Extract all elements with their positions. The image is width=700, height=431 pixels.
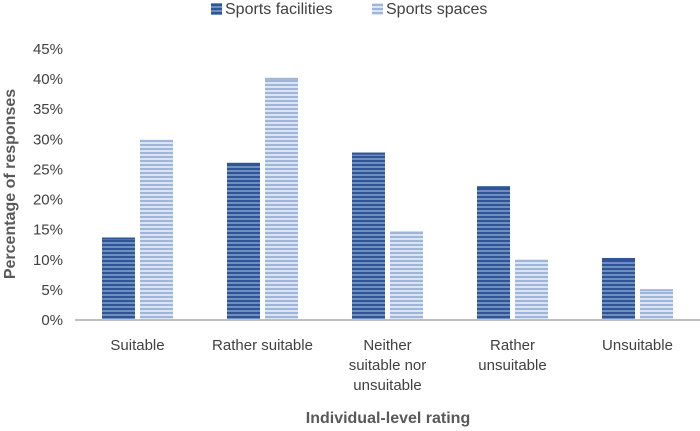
legend-label-sports-facilities: Sports facilities — [225, 1, 333, 18]
x-category-label: suitable nor — [349, 357, 427, 374]
y-tick-label: 45% — [33, 41, 63, 58]
legend-item-sports-spaces: Sports spaces — [372, 1, 487, 18]
bar-sports-spaces — [515, 259, 548, 320]
x-category-label: Suitable — [110, 337, 164, 354]
bars — [102, 77, 673, 320]
y-tick-label: 40% — [33, 71, 63, 88]
y-tick-label: 20% — [33, 192, 63, 209]
legend-swatch-sports-spaces — [372, 3, 383, 15]
x-category-label: Rather suitable — [212, 337, 313, 354]
bar-sports-spaces — [640, 289, 673, 320]
bar-sports-spaces — [390, 231, 423, 320]
bar-sports-spaces — [140, 139, 173, 320]
bar-sports-facilities — [102, 237, 135, 320]
y-tick-label: 15% — [33, 222, 63, 239]
y-axis-ticks: 0% 5% 10% 15% 20% 25% 30% 35% 40% 45% — [33, 41, 63, 329]
legend: Sports facilities Sports spaces — [211, 1, 487, 18]
bar-sports-facilities — [352, 152, 385, 320]
y-tick-label: 35% — [33, 101, 63, 118]
x-category-label: unsuitable — [353, 377, 421, 394]
bar-sports-facilities — [477, 186, 510, 320]
x-axis-labels: Suitable Rather suitable Neither suitable n… — [110, 337, 673, 394]
legend-swatch-sports-facilities — [211, 3, 222, 15]
legend-label-sports-spaces: Sports spaces — [386, 1, 487, 18]
bar-sports-facilities — [602, 257, 635, 320]
y-tick-label: 10% — [33, 252, 63, 269]
y-tick-label: 25% — [33, 161, 63, 178]
x-category-label: Rather — [490, 337, 535, 354]
legend-item-sports-facilities: Sports facilities — [211, 1, 333, 18]
y-tick-label: 0% — [41, 312, 63, 329]
y-tick-label: 30% — [33, 131, 63, 148]
x-category-label: Unsuitable — [602, 337, 673, 354]
y-tick-label: 5% — [41, 282, 63, 299]
x-axis-title: Individual-level rating — [306, 410, 470, 427]
bar-sports-spaces — [265, 77, 298, 320]
y-axis-title: Percentage of responses — [2, 89, 19, 279]
x-category-label: unsuitable — [478, 357, 546, 374]
x-category-label: Neither — [363, 337, 411, 354]
bar-sports-facilities — [227, 162, 260, 320]
